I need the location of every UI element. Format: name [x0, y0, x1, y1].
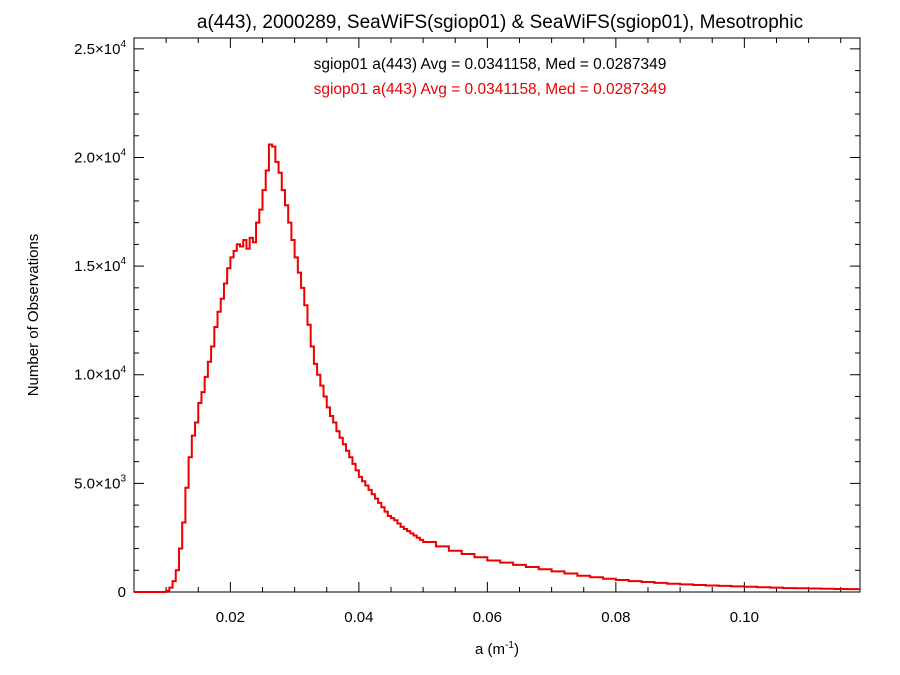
y-tick-mantissa: 5.0×10: [74, 475, 120, 492]
histogram-series-line: [134, 143, 860, 593]
y-tick-label: 2.0×104: [74, 147, 126, 166]
y-axis-label: Number of Observations: [25, 234, 42, 397]
y-tick-mantissa: 1.5×10: [74, 258, 120, 275]
x-axis-label: a (m-1): [475, 640, 519, 658]
y-tick-exponent: 4: [120, 365, 126, 376]
x-tick-label: 0.08: [601, 609, 630, 626]
x-tick-label: 0.06: [473, 609, 502, 626]
legend: sgiop01 a(443) Avg = 0.0341158, Med = 0.…: [314, 56, 667, 98]
x-axis-label-end: ): [514, 641, 519, 658]
y-tick-label: 1.5×104: [74, 256, 126, 275]
y-tick-exponent: 4: [120, 147, 126, 158]
chart-title: a(443), 2000289, SeaWiFS(sgiop01) & SeaW…: [197, 12, 803, 33]
y-tick-exponent: 4: [120, 256, 126, 267]
y-tick-label: 0: [118, 584, 126, 601]
x-tick-label: 0.02: [216, 609, 245, 626]
legend-entry: sgiop01 a(443) Avg = 0.0341158, Med = 0.…: [314, 81, 667, 98]
x-tick-label: 0.04: [344, 609, 373, 626]
y-tick-mantissa: 1.0×10: [74, 367, 120, 384]
legend-entry: sgiop01 a(443) Avg = 0.0341158, Med = 0.…: [314, 56, 667, 73]
x-axis-label-base: a (m: [475, 641, 505, 658]
y-tick-label: 5.0×103: [74, 473, 126, 492]
plot-frame: [133, 37, 861, 593]
y-tick-exponent: 4: [120, 39, 126, 50]
y-tick-label: 2.5×104: [74, 39, 126, 58]
x-tick-label: 0.10: [730, 609, 759, 626]
x-axis-ticks: 0.02 0.04 0.06 0.08 0.10: [133, 38, 842, 626]
y-tick-mantissa: 2.0×10: [74, 149, 120, 166]
y-tick-mantissa: 2.5×10: [74, 41, 120, 58]
y-tick-exponent: 3: [120, 473, 126, 484]
series-layer: [134, 143, 860, 593]
y-tick-label: 1.0×104: [74, 365, 126, 384]
x-axis-label-exponent: -1: [505, 640, 514, 651]
